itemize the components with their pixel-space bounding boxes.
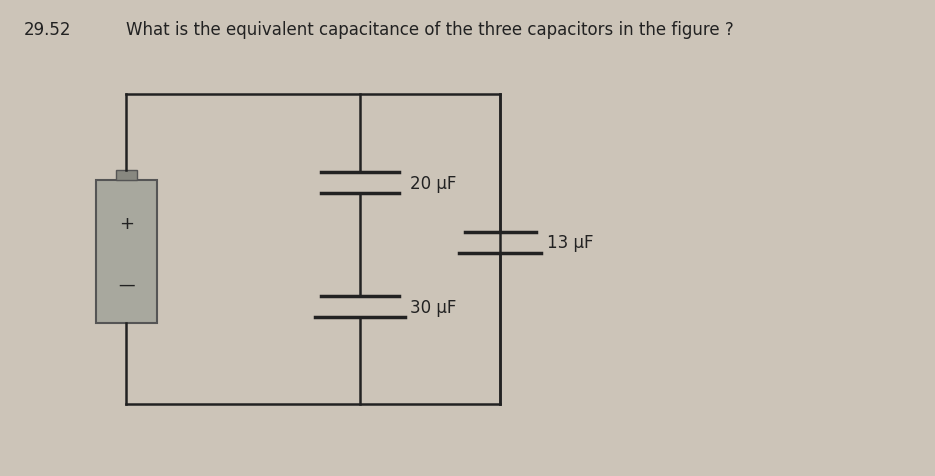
Text: 13 μF: 13 μF: [547, 234, 594, 252]
Text: 29.52: 29.52: [23, 21, 71, 40]
Bar: [116, 170, 137, 181]
Text: What is the equivalent capacitance of the three capacitors in the figure ?: What is the equivalent capacitance of th…: [126, 21, 734, 40]
Text: 30 μF: 30 μF: [410, 298, 457, 316]
Text: 20 μF: 20 μF: [410, 174, 457, 192]
Text: —: —: [118, 275, 135, 293]
Bar: [96, 181, 157, 324]
Text: +: +: [119, 215, 134, 233]
